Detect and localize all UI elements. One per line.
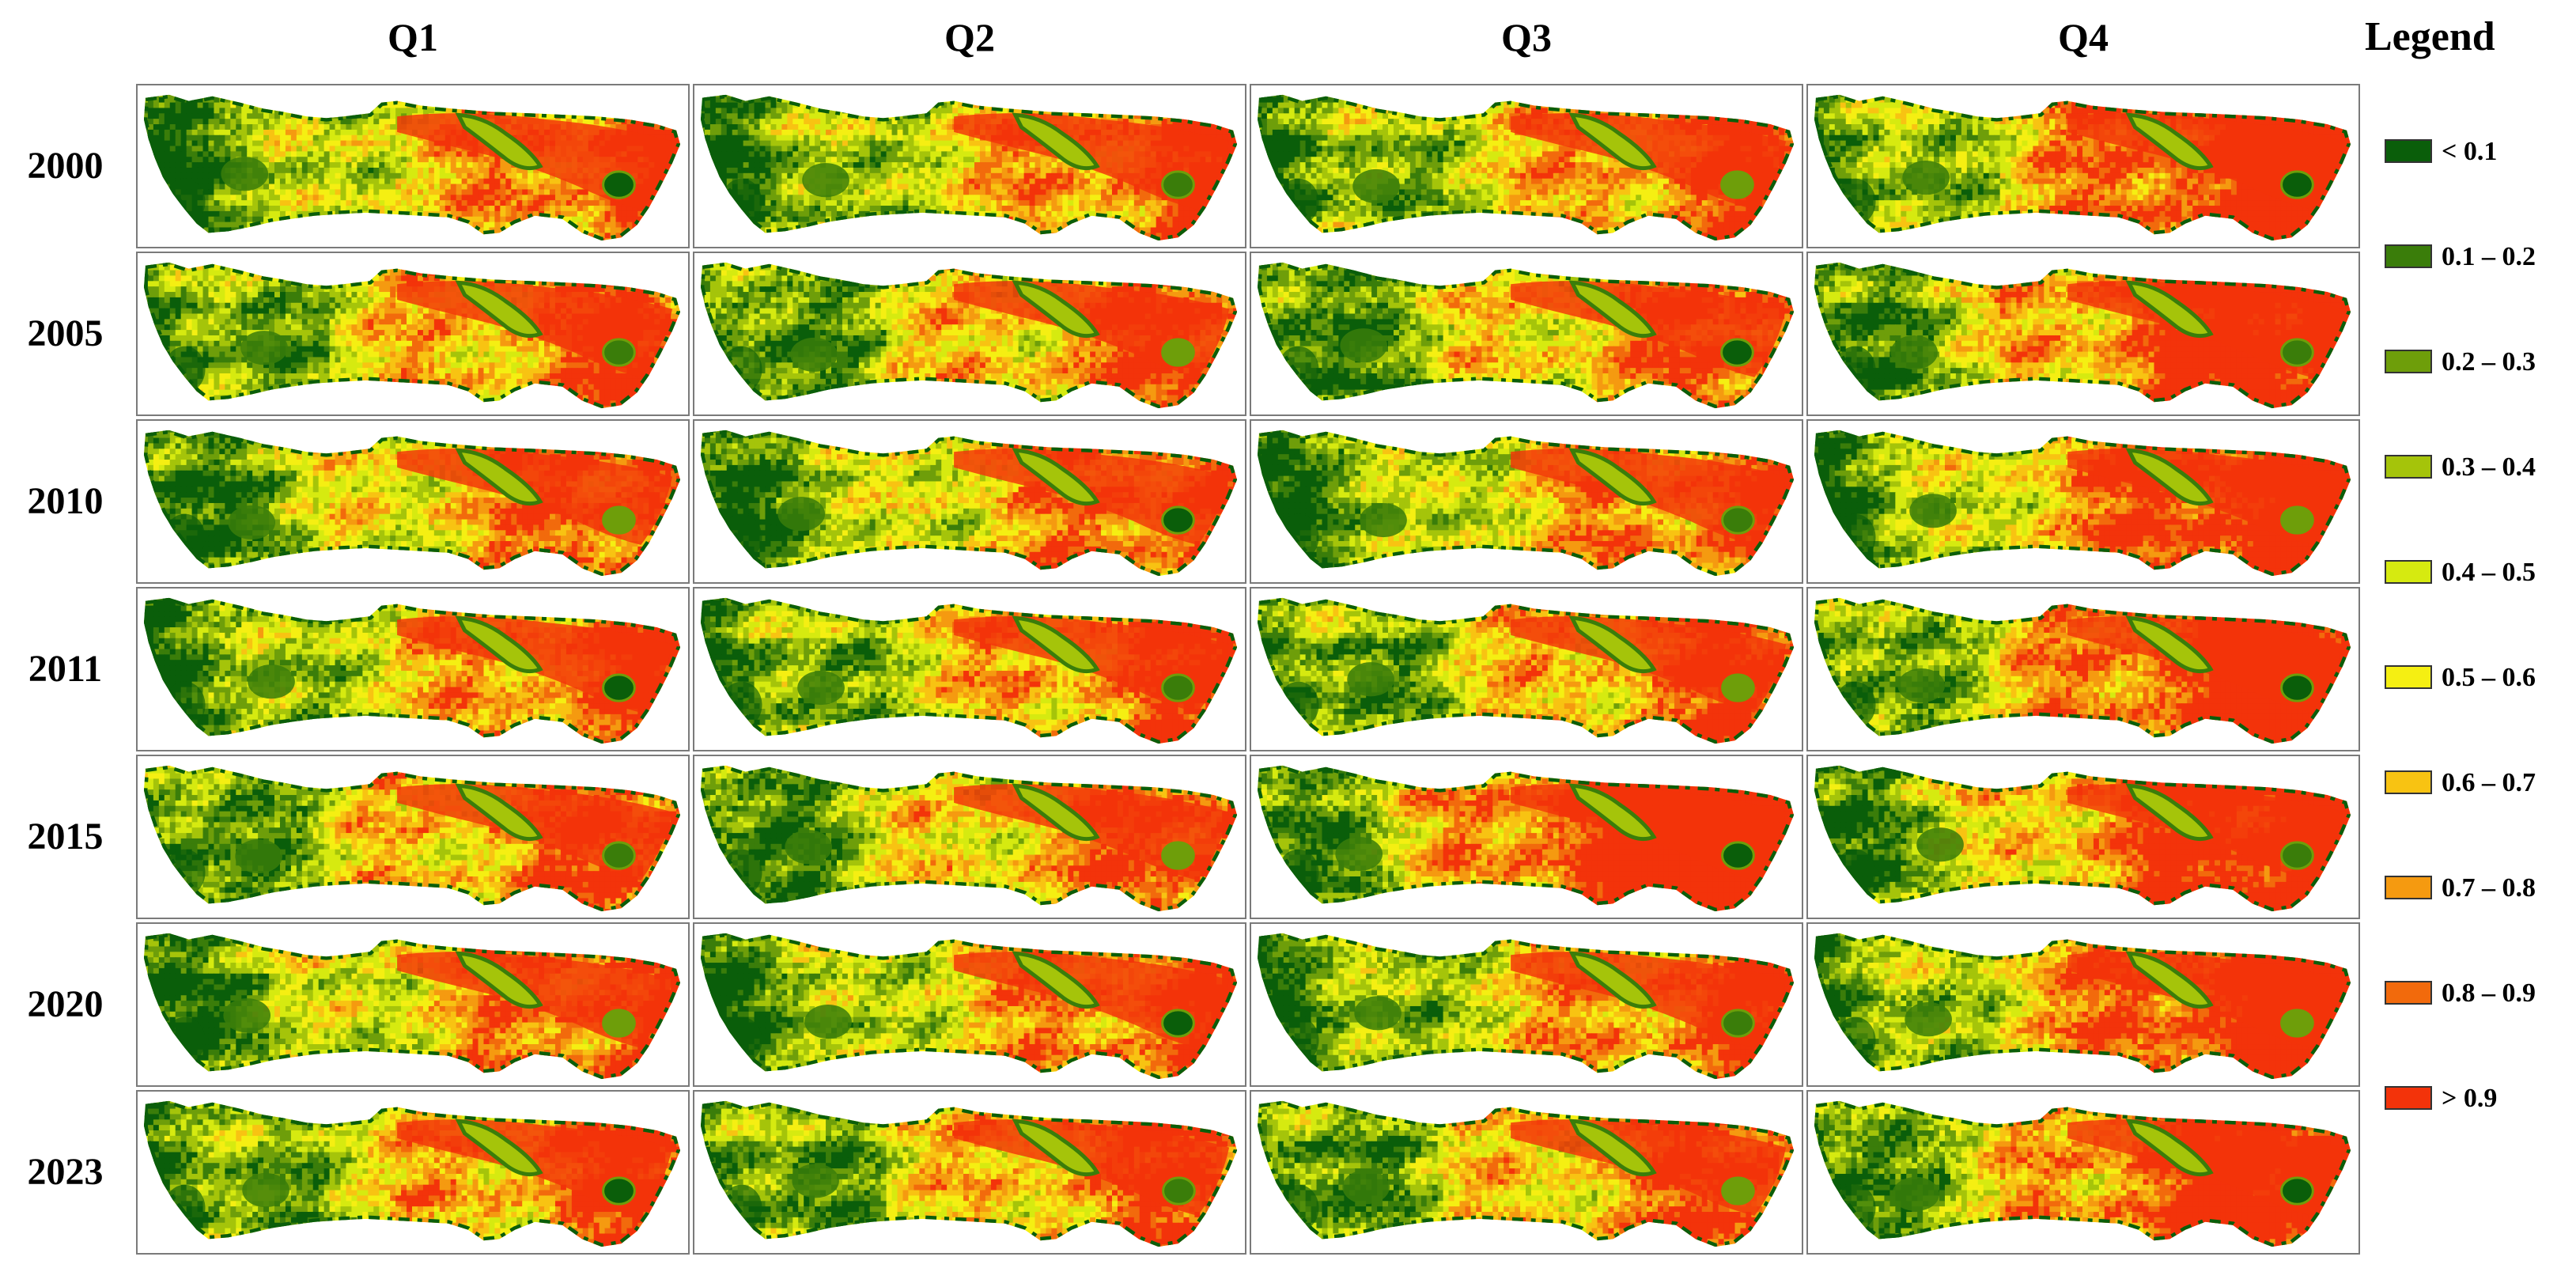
legend-swatch bbox=[2385, 560, 2432, 584]
column-header-q3: Q3 bbox=[1250, 9, 1803, 65]
region-map bbox=[1251, 421, 1802, 582]
region-map bbox=[694, 253, 1245, 414]
legend-label: < 0.1 bbox=[2442, 136, 2497, 168]
region-map bbox=[1808, 1092, 2358, 1253]
column-header-q4: Q4 bbox=[1806, 9, 2360, 65]
region-map bbox=[694, 756, 1245, 918]
map-panel-2023-q4 bbox=[1806, 1090, 2360, 1255]
map-panel-2011-q3 bbox=[1250, 587, 1803, 751]
region-map bbox=[138, 253, 688, 414]
row-label-2011: 2011 bbox=[0, 587, 131, 751]
legend-swatch bbox=[2385, 770, 2432, 794]
region-map bbox=[138, 924, 688, 1085]
legend-swatch bbox=[2385, 665, 2432, 689]
map-panel-2000-q4 bbox=[1806, 84, 2360, 248]
legend-label: > 0.9 bbox=[2442, 1083, 2497, 1115]
map-panel-2015-q4 bbox=[1806, 755, 2360, 919]
legend-swatch bbox=[2385, 139, 2432, 163]
region-map bbox=[1251, 756, 1802, 918]
legend-swatch bbox=[2385, 876, 2432, 899]
map-panel-2023-q3 bbox=[1250, 1090, 1803, 1255]
map-panel-2023-q1 bbox=[136, 1090, 690, 1255]
region-map bbox=[1808, 924, 2358, 1085]
map-panel-2011-q4 bbox=[1806, 587, 2360, 751]
map-panel-2005-q2 bbox=[693, 252, 1246, 416]
region-map bbox=[138, 589, 688, 750]
region-map bbox=[138, 85, 688, 247]
row-label-2010: 2010 bbox=[0, 419, 131, 584]
legend-label: 0.3 – 0.4 bbox=[2442, 452, 2536, 483]
region-map bbox=[1251, 1092, 1802, 1253]
legend-label: 0.2 – 0.3 bbox=[2442, 346, 2536, 378]
region-map bbox=[694, 1092, 1245, 1253]
map-panel-2005-q1 bbox=[136, 252, 690, 416]
map-panel-2011-q2 bbox=[693, 587, 1246, 751]
map-panel-2000-q3 bbox=[1250, 84, 1803, 248]
legend-label: 0.5 – 0.6 bbox=[2442, 662, 2536, 694]
map-panel-2015-q1 bbox=[136, 755, 690, 919]
row-label-2000: 2000 bbox=[0, 84, 131, 248]
legend-swatch bbox=[2385, 455, 2432, 479]
column-header-q2: Q2 bbox=[693, 9, 1246, 65]
map-panel-2020-q4 bbox=[1806, 922, 2360, 1087]
region-map bbox=[694, 589, 1245, 750]
map-panel-2010-q1 bbox=[136, 419, 690, 584]
region-map bbox=[1251, 924, 1802, 1085]
legend-label: 0.8 – 0.9 bbox=[2442, 978, 2536, 1009]
map-panel-2010-q2 bbox=[693, 419, 1246, 584]
legend-label: 0.7 – 0.8 bbox=[2442, 872, 2536, 904]
legend-swatch bbox=[2385, 981, 2432, 1005]
map-panel-2010-q3 bbox=[1250, 419, 1803, 584]
region-map bbox=[138, 421, 688, 582]
map-panel-2015-q2 bbox=[693, 755, 1246, 919]
region-map bbox=[1808, 756, 2358, 918]
region-map bbox=[1808, 85, 2358, 247]
row-label-2015: 2015 bbox=[0, 755, 131, 919]
map-panel-2011-q1 bbox=[136, 587, 690, 751]
region-map bbox=[1808, 253, 2358, 414]
region-map bbox=[1251, 253, 1802, 414]
region-map bbox=[1808, 421, 2358, 582]
region-map bbox=[1251, 85, 1802, 247]
region-map bbox=[694, 924, 1245, 1085]
map-panel-2020-q2 bbox=[693, 922, 1246, 1087]
map-panel-2015-q3 bbox=[1250, 755, 1803, 919]
region-map bbox=[694, 421, 1245, 582]
row-label-2020: 2020 bbox=[0, 922, 131, 1087]
region-map bbox=[1808, 589, 2358, 750]
region-map bbox=[694, 85, 1245, 247]
legend-label: 0.6 – 0.7 bbox=[2442, 767, 2536, 799]
row-label-2005: 2005 bbox=[0, 252, 131, 416]
map-panel-2010-q4 bbox=[1806, 419, 2360, 584]
legend-swatch bbox=[2385, 244, 2432, 268]
row-label-2023: 2023 bbox=[0, 1090, 131, 1255]
region-map bbox=[138, 756, 688, 918]
map-panel-2000-q1 bbox=[136, 84, 690, 248]
map-panel-2023-q2 bbox=[693, 1090, 1246, 1255]
map-panel-2005-q3 bbox=[1250, 252, 1803, 416]
legend-label: 0.4 – 0.5 bbox=[2442, 557, 2536, 589]
column-header-q1: Q1 bbox=[136, 9, 690, 65]
map-panel-2020-q1 bbox=[136, 922, 690, 1087]
map-panel-2020-q3 bbox=[1250, 922, 1803, 1087]
legend-label: 0.1 – 0.2 bbox=[2442, 241, 2536, 273]
legend-swatch bbox=[2385, 1086, 2432, 1110]
region-map bbox=[1251, 589, 1802, 750]
map-panel-2005-q4 bbox=[1806, 252, 2360, 416]
map-panel-2000-q2 bbox=[693, 84, 1246, 248]
legend-swatch bbox=[2385, 350, 2432, 373]
region-map bbox=[138, 1092, 688, 1253]
legend-title: Legend bbox=[2365, 9, 2576, 65]
